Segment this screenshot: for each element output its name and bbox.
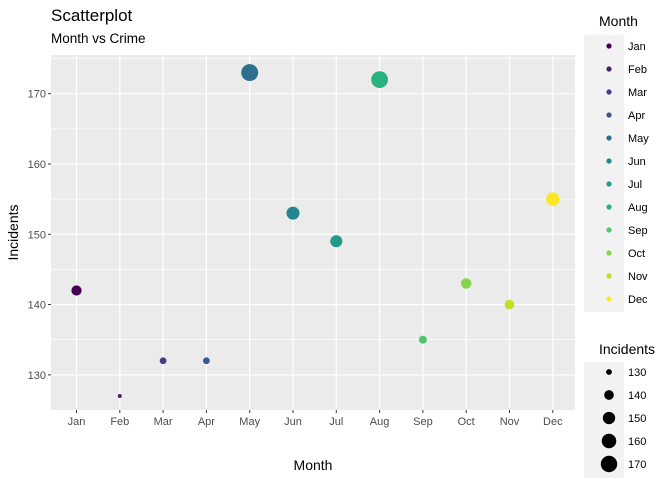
color-legend-key	[606, 89, 612, 95]
size-legend-key	[602, 411, 616, 425]
color-legend-label: May	[628, 133, 649, 145]
size-legend: 130 140 150 160 170	[584, 362, 646, 478]
color-legend-key	[606, 43, 612, 49]
color-legend-label: Mar	[628, 87, 647, 99]
x-tick-label: Jun	[284, 416, 302, 428]
x-tick-label: Mar	[154, 416, 173, 428]
size-legend-key	[606, 369, 612, 375]
x-tick-label: Oct	[458, 416, 475, 428]
color-legend-label: Apr	[628, 110, 645, 122]
plot-panel	[51, 55, 575, 410]
data-point-aug	[371, 71, 388, 89]
size-legend-label: 160	[628, 436, 646, 448]
data-point-jan	[71, 285, 82, 296]
x-tick-label: Jul	[329, 416, 343, 428]
data-point-may	[241, 64, 259, 82]
color-legend-key	[606, 66, 612, 72]
color-legend-label: Jun	[628, 156, 646, 168]
x-tick-label: Nov	[500, 416, 520, 428]
color-legend-keys-bg	[584, 35, 624, 312]
data-point-feb	[117, 393, 122, 398]
x-tick-label: Jan	[68, 416, 86, 428]
color-legend-key	[606, 204, 612, 210]
x-tick-label: Apr	[198, 416, 215, 428]
grid-minor	[51, 58, 575, 341]
color-legend-key	[606, 158, 612, 164]
color-legend-label: Feb	[628, 64, 647, 76]
x-tick-label: May	[239, 416, 260, 428]
x-tick-label: Aug	[370, 416, 390, 428]
data-point-jun	[286, 206, 300, 220]
color-legend-key	[606, 227, 612, 233]
y-tick-label: 140	[28, 300, 46, 312]
color-legend-key	[606, 250, 612, 256]
size-legend-key	[604, 390, 614, 400]
y-axis: 130 140 150 160 170	[28, 89, 51, 382]
data-points	[71, 64, 560, 398]
color-legend-key	[606, 135, 612, 141]
size-legend-label: 130	[628, 367, 646, 379]
x-tick-label: Sep	[413, 416, 433, 428]
y-axis-title: Incidents	[5, 204, 21, 260]
data-point-dec	[546, 192, 560, 206]
grid-major	[51, 55, 575, 410]
size-legend-key	[600, 455, 618, 473]
color-legend-key	[606, 181, 612, 187]
data-point-nov	[504, 299, 515, 310]
x-tick-label: Dec	[543, 416, 563, 428]
color-legend-label: Aug	[628, 202, 648, 214]
color-legend-title: Month	[599, 13, 638, 29]
x-axis-title: Month	[294, 457, 333, 473]
y-tick-label: 150	[28, 229, 46, 241]
color-legend-key	[606, 296, 612, 302]
color-legend-label: Sep	[628, 225, 648, 237]
size-legend-key	[601, 433, 617, 449]
chart-title: Scatterplot	[51, 6, 133, 25]
data-point-oct	[460, 278, 472, 289]
size-legend-label: 150	[628, 413, 646, 425]
x-tick-label: Feb	[110, 416, 129, 428]
color-legend-key	[606, 273, 612, 279]
x-axis: Jan Feb Mar Apr May Jun Jul Aug Sep Oct Nov Dec	[68, 410, 563, 428]
color-legend-label: Oct	[628, 248, 645, 260]
data-point-apr	[203, 357, 210, 365]
chart-subtitle: Month vs Crime	[51, 31, 146, 46]
y-tick-label: 130	[28, 370, 46, 382]
data-point-mar	[159, 357, 167, 365]
data-point-sep	[418, 335, 427, 344]
size-legend-label: 170	[628, 459, 646, 471]
color-legend-label: Dec	[628, 294, 648, 306]
size-legend-title: Incidents	[599, 341, 655, 357]
color-legend-key	[606, 112, 612, 118]
color-legend-label: Nov	[628, 271, 648, 283]
color-legend: Jan Feb Mar Apr May Jun Jul Aug Sep Oct Nov Dec	[584, 35, 649, 312]
data-point-jul	[330, 235, 343, 248]
color-legend-label: Jan	[628, 41, 646, 53]
size-legend-label: 140	[628, 390, 646, 402]
y-tick-label: 170	[28, 89, 46, 101]
color-legend-label: Jul	[628, 179, 642, 191]
y-tick-label: 160	[28, 159, 46, 171]
